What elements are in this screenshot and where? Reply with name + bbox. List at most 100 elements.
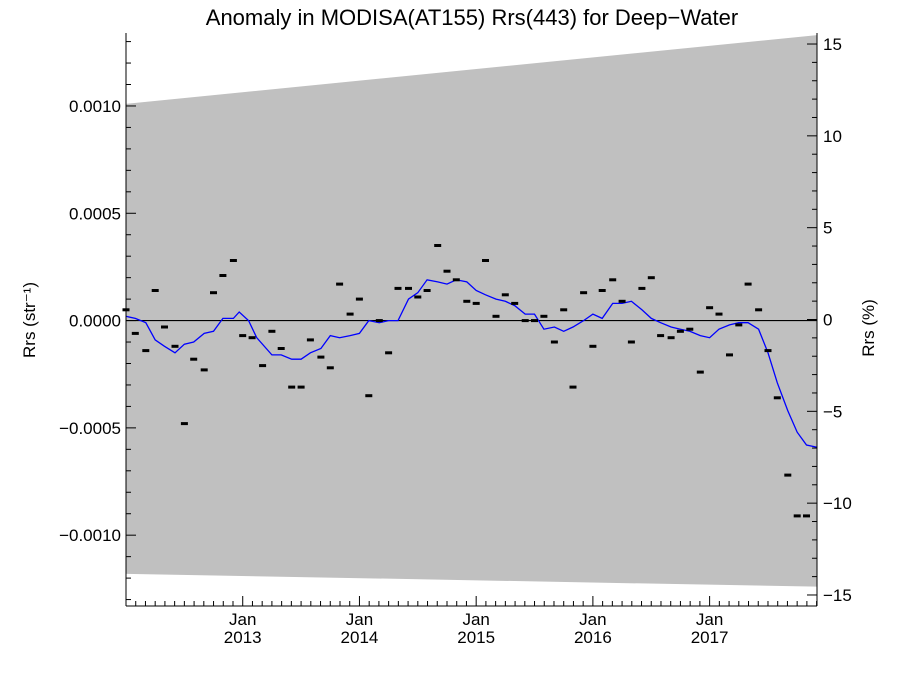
- data-point: [482, 259, 489, 262]
- uncertainty-band: [126, 35, 817, 587]
- x-tick-month-label: Jan: [696, 610, 723, 629]
- y-tick-label: 0.0000: [69, 312, 121, 331]
- series-line: [125, 279, 818, 448]
- data-point: [297, 385, 305, 389]
- y2-tick-label: −10: [823, 494, 852, 513]
- data-point: [346, 312, 354, 316]
- data-point: [521, 319, 529, 323]
- y-tick-label: −0.0010: [59, 526, 121, 545]
- x-tick-month-label: Jan: [346, 610, 373, 629]
- x-tick-month-label: Jan: [579, 610, 606, 629]
- y2-axis-label: Rrs (%): [859, 299, 878, 357]
- data-point: [735, 323, 743, 327]
- data-point: [726, 353, 733, 357]
- data-point: [210, 291, 217, 295]
- data-point: [414, 295, 422, 299]
- data-point: [463, 299, 471, 303]
- data-point: [472, 301, 480, 305]
- data-point: [394, 286, 402, 290]
- data-point: [550, 340, 558, 344]
- data-point: [667, 336, 675, 340]
- data-point: [268, 329, 276, 333]
- data-point: [142, 349, 150, 353]
- y2-tick-label: 5: [823, 219, 832, 238]
- data-point: [452, 278, 460, 282]
- axes-layer: 0.0010 0.0005 0.0000 −0.0005 −0.0010 15 10 5 0 −5…: [59, 33, 852, 647]
- y2-tick-label: 15: [823, 35, 842, 54]
- data-point: [365, 394, 373, 398]
- x-tick-month-label: Jan: [462, 610, 489, 629]
- data-point: [657, 334, 665, 338]
- data-point: [492, 314, 500, 318]
- data-point: [540, 314, 548, 318]
- data-point: [501, 293, 509, 297]
- data-point: [764, 349, 772, 353]
- data-point: [511, 301, 519, 305]
- data-point: [715, 312, 723, 316]
- y2-tick-label: −15: [823, 586, 852, 605]
- data-point: [676, 329, 684, 333]
- data-point: [219, 274, 227, 277]
- data-point: [259, 364, 267, 368]
- anomaly-marker-layer: [122, 244, 810, 518]
- data-point: [706, 306, 714, 310]
- x-tick-year-label: 2016: [574, 628, 612, 647]
- data-point: [336, 282, 344, 286]
- data-point: [627, 340, 635, 344]
- data-point: [589, 344, 597, 348]
- data-point: [375, 319, 383, 323]
- x-tick-year-label: 2015: [457, 628, 495, 647]
- x-tick-year-label: 2013: [224, 628, 262, 647]
- data-point: [618, 299, 626, 303]
- anomaly-line-layer: [125, 279, 818, 448]
- data-point: [686, 327, 694, 331]
- data-point: [161, 325, 168, 329]
- data-point: [443, 269, 451, 273]
- data-point: [229, 259, 237, 262]
- data-point: [598, 289, 606, 292]
- data-point: [385, 351, 393, 355]
- data-point: [288, 385, 296, 389]
- data-point: [171, 344, 179, 348]
- data-point: [180, 422, 188, 426]
- y2-tick-label: 10: [823, 127, 842, 146]
- data-point: [784, 473, 792, 477]
- data-point: [151, 289, 159, 292]
- data-point: [580, 291, 588, 295]
- data-point: [803, 514, 810, 518]
- data-point: [306, 338, 314, 342]
- data-point: [647, 276, 655, 280]
- data-point: [609, 278, 617, 282]
- data-point: [423, 289, 431, 292]
- data-point: [744, 282, 752, 286]
- x-tick-year-label: 2014: [341, 628, 379, 647]
- data-point: [190, 357, 198, 361]
- data-point: [755, 308, 763, 312]
- y-axis-label: Rrs (str⁻¹): [20, 282, 39, 358]
- y2-tick-label: −5: [823, 402, 842, 421]
- data-point: [560, 308, 568, 312]
- y-tick-label: −0.0005: [59, 419, 121, 438]
- y2-tick-label: 0: [823, 311, 832, 330]
- data-point: [326, 366, 334, 370]
- chart-title: Anomaly in MODISA(AT155) Rrs(443) for De…: [206, 5, 738, 30]
- data-point: [405, 286, 412, 290]
- data-point: [434, 244, 442, 247]
- y-tick-label: 0.0010: [69, 97, 121, 116]
- data-point: [131, 331, 139, 335]
- data-point: [696, 370, 704, 374]
- data-point: [277, 347, 285, 350]
- data-point: [317, 355, 325, 359]
- data-point: [531, 319, 538, 323]
- data-point: [239, 334, 247, 338]
- data-point: [638, 286, 646, 290]
- x-tick-year-label: 2017: [691, 628, 729, 647]
- y-tick-label: 0.0005: [69, 204, 121, 223]
- data-point: [200, 368, 208, 372]
- data-point: [355, 297, 363, 301]
- uncertainty-band-layer: [126, 35, 817, 587]
- data-point: [793, 514, 801, 518]
- data-point: [569, 385, 577, 389]
- data-point: [248, 336, 256, 340]
